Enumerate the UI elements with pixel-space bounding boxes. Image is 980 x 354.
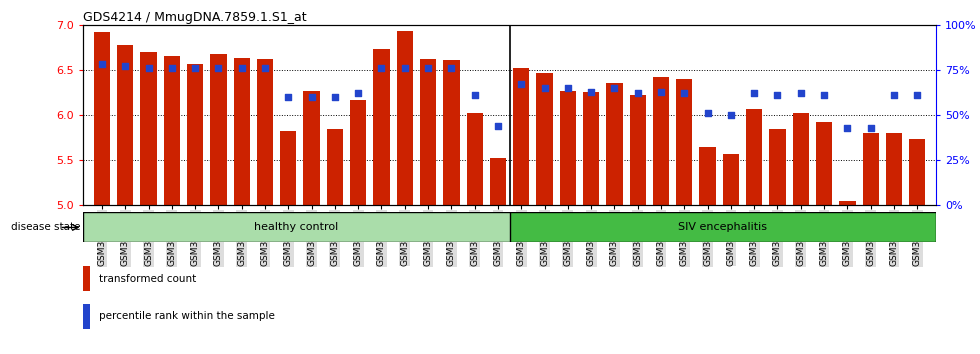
Text: healthy control: healthy control <box>255 222 338 233</box>
Bar <box>83 266 90 291</box>
Bar <box>839 201 856 205</box>
Bar <box>629 95 646 205</box>
Bar <box>723 154 739 205</box>
Bar <box>769 129 786 205</box>
Bar <box>560 91 576 205</box>
Bar <box>350 100 367 205</box>
Bar <box>909 138 925 205</box>
Bar <box>510 212 936 242</box>
Bar <box>466 113 483 205</box>
Bar <box>443 60 460 205</box>
Point <box>769 92 785 98</box>
Point <box>141 65 157 71</box>
Bar <box>140 52 157 205</box>
Bar <box>397 31 413 205</box>
Bar <box>653 77 669 205</box>
Point <box>654 89 669 95</box>
Text: SIV encephalitis: SIV encephalitis <box>678 222 767 233</box>
Bar <box>490 158 506 205</box>
Point <box>187 65 203 71</box>
Bar <box>117 45 133 205</box>
Bar <box>746 109 762 205</box>
Point <box>257 65 272 71</box>
Point <box>630 91 646 96</box>
Text: disease state: disease state <box>11 222 80 233</box>
Bar <box>700 147 715 205</box>
Bar <box>187 64 203 205</box>
Point <box>118 63 133 69</box>
Point <box>537 85 553 91</box>
Point <box>327 94 343 100</box>
Point <box>490 123 506 129</box>
Bar <box>676 79 693 205</box>
Bar <box>326 130 343 205</box>
Point <box>397 65 413 71</box>
Bar <box>233 58 250 205</box>
Point <box>373 65 389 71</box>
Point <box>94 62 110 67</box>
Point <box>280 94 296 100</box>
Point <box>420 65 436 71</box>
Bar <box>280 131 296 205</box>
Point <box>304 94 319 100</box>
Bar <box>793 113 808 205</box>
Bar <box>536 73 553 205</box>
Text: percentile rank within the sample: percentile rank within the sample <box>99 311 274 321</box>
Bar <box>886 133 903 205</box>
Bar <box>419 59 436 205</box>
Point <box>514 81 529 87</box>
Bar <box>304 91 319 205</box>
Text: GDS4214 / MmugDNA.7859.1.S1_at: GDS4214 / MmugDNA.7859.1.S1_at <box>83 11 307 24</box>
Point <box>607 85 622 91</box>
Bar <box>94 32 110 205</box>
Point <box>909 92 925 98</box>
Bar <box>164 56 180 205</box>
Point <box>560 85 575 91</box>
Point <box>350 91 366 96</box>
Point <box>211 65 226 71</box>
Point <box>816 92 832 98</box>
Point <box>700 110 715 116</box>
Bar <box>816 122 832 205</box>
Point <box>234 65 250 71</box>
Bar <box>83 304 90 329</box>
Text: transformed count: transformed count <box>99 274 196 284</box>
Bar <box>583 92 600 205</box>
Point <box>676 91 692 96</box>
Bar <box>83 212 510 242</box>
Bar <box>211 54 226 205</box>
Bar <box>862 133 879 205</box>
Point <box>747 91 762 96</box>
Bar <box>257 59 273 205</box>
Point <box>466 92 482 98</box>
Point <box>583 89 599 95</box>
Point <box>793 91 808 96</box>
Point <box>723 112 739 118</box>
Point <box>840 125 856 131</box>
Point <box>444 65 460 71</box>
Bar <box>607 84 622 205</box>
Bar <box>514 68 529 205</box>
Point <box>862 125 878 131</box>
Point <box>886 92 902 98</box>
Bar <box>373 49 390 205</box>
Point <box>164 65 179 71</box>
